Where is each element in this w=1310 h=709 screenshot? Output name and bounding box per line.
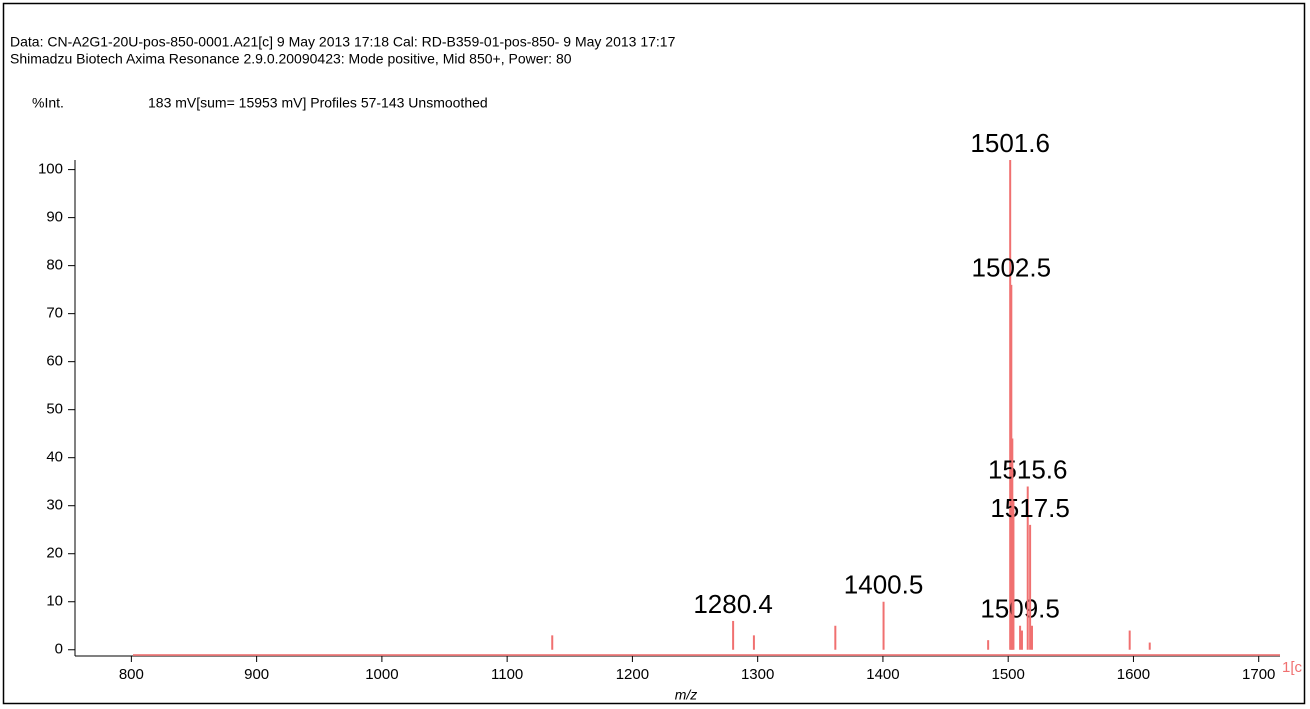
x-tick-label: 1400 xyxy=(866,666,899,683)
peak-label: 1517.5 xyxy=(990,493,1070,523)
x-tick-label: 1100 xyxy=(491,666,523,683)
x-tick-label: 1200 xyxy=(616,666,649,683)
peak-label: 1400.5 xyxy=(844,570,924,600)
header-line: Data: CN-A2G1-20U-pos-850-0001.A21[c] 9 … xyxy=(10,34,676,50)
x-tick-label: 1500 xyxy=(991,666,1024,683)
y-tick-label: 10 xyxy=(46,593,63,610)
y-tick-label: 100 xyxy=(38,161,63,178)
peak-label: 1280.4 xyxy=(693,589,773,619)
y-tick-label: 30 xyxy=(46,497,63,514)
x-tick-label: 800 xyxy=(119,666,144,683)
x-tick-label: 900 xyxy=(244,666,269,683)
y-tick-label: 50 xyxy=(46,401,63,418)
x-axis-label: m/z xyxy=(675,687,698,703)
corner-text: 1[c xyxy=(1282,659,1303,676)
peak-label: 1501.6 xyxy=(970,128,1050,158)
y-tick-label: 90 xyxy=(46,209,63,226)
peak-label: 1515.6 xyxy=(988,454,1068,484)
x-tick-label: 1300 xyxy=(741,666,774,683)
y-tick-label: 70 xyxy=(46,305,63,322)
y-tick-label: 20 xyxy=(46,545,63,562)
y-tick-label: 80 xyxy=(46,257,63,274)
peak-label: 1509.5 xyxy=(980,594,1060,624)
x-tick-label: 1000 xyxy=(365,666,398,683)
y-tick-label: 60 xyxy=(46,353,63,370)
x-tick-label: 1600 xyxy=(1117,666,1150,683)
y-tick-label: 40 xyxy=(46,449,63,466)
y-tick-label: 0 xyxy=(55,641,63,658)
x-tick-label: 1700 xyxy=(1242,666,1275,683)
peak-label: 1502.5 xyxy=(972,253,1052,283)
subtitle: 183 mV[sum= 15953 mV] Profiles 57-143 Un… xyxy=(148,95,488,111)
header-line: Shimadzu Biotech Axima Resonance 2.9.0.2… xyxy=(10,51,572,67)
y-axis-label: %Int. xyxy=(32,95,64,111)
